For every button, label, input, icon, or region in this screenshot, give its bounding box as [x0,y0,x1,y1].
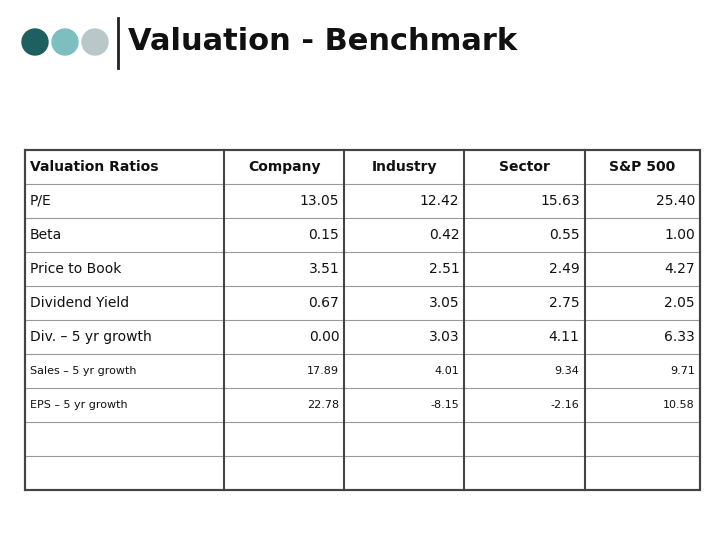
Text: 0.42: 0.42 [429,228,459,242]
Text: Industry: Industry [372,160,437,174]
Text: 22.78: 22.78 [307,400,339,410]
Text: Div. – 5 yr growth: Div. – 5 yr growth [30,330,152,344]
Text: 0.67: 0.67 [309,296,339,310]
Text: P/E: P/E [30,194,52,208]
Text: 9.34: 9.34 [554,366,580,376]
Text: 17.89: 17.89 [307,366,339,376]
Text: 0.15: 0.15 [309,228,339,242]
Text: -2.16: -2.16 [551,400,580,410]
Text: 3.05: 3.05 [429,296,459,310]
Text: 10.58: 10.58 [663,400,695,410]
Text: 9.71: 9.71 [670,366,695,376]
Text: 4.11: 4.11 [549,330,580,344]
Text: 3.03: 3.03 [429,330,459,344]
Bar [25,150,700,490]
Text: Sales – 5 yr growth: Sales – 5 yr growth [30,366,137,376]
Text: 4.27: 4.27 [665,262,695,276]
Text: 6.33: 6.33 [665,330,695,344]
Text: 1.00: 1.00 [665,228,695,242]
Text: Valuation Ratios: Valuation Ratios [30,160,158,174]
Text: 3.51: 3.51 [309,262,339,276]
Circle shape [22,29,48,55]
Text: -8.15: -8.15 [431,400,459,410]
Text: 0.00: 0.00 [309,330,339,344]
Text: Sector: Sector [499,160,550,174]
Circle shape [52,29,78,55]
Text: Dividend Yield: Dividend Yield [30,296,129,310]
Text: 2.05: 2.05 [665,296,695,310]
Text: S&P 500: S&P 500 [609,160,675,174]
Text: 2.75: 2.75 [549,296,580,310]
Text: 15.63: 15.63 [540,194,580,208]
Text: 2.49: 2.49 [549,262,580,276]
Text: Valuation - Benchmark: Valuation - Benchmark [128,28,517,57]
Text: 12.42: 12.42 [420,194,459,208]
Text: 4.01: 4.01 [435,366,459,376]
Text: Price to Book: Price to Book [30,262,122,276]
Text: 25.40: 25.40 [656,194,695,208]
Text: 0.55: 0.55 [549,228,580,242]
Text: Beta: Beta [30,228,62,242]
Text: 2.51: 2.51 [428,262,459,276]
Text: Company: Company [248,160,320,174]
Text: EPS – 5 yr growth: EPS – 5 yr growth [30,400,127,410]
Circle shape [82,29,108,55]
Text: 13.05: 13.05 [300,194,339,208]
